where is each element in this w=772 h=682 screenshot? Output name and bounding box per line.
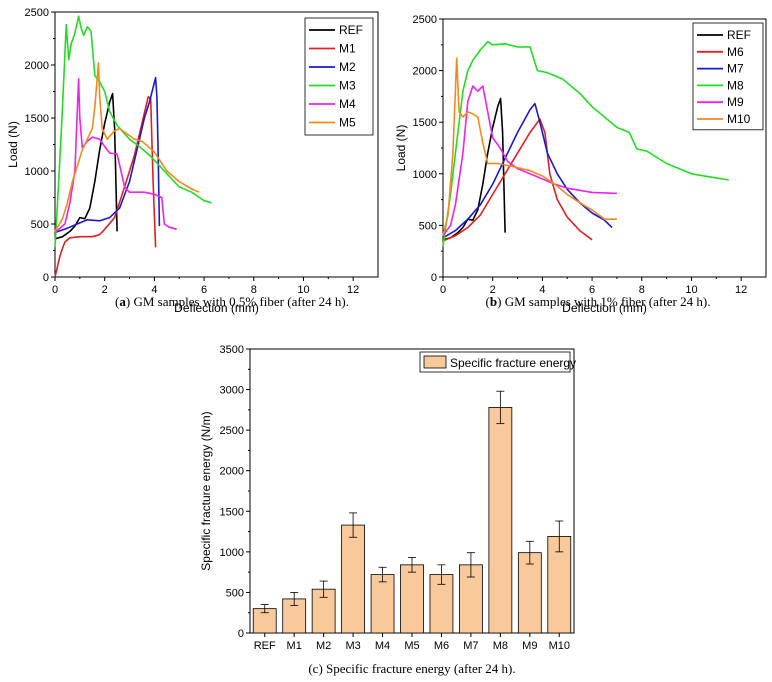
series-line-m8: [442, 40, 729, 247]
y-tick-label: 1000: [220, 547, 244, 559]
y-axis-label: Load (N): [6, 121, 20, 168]
x-tick-label: 4: [151, 284, 157, 296]
legend-label-ref: REF: [727, 28, 751, 42]
bar-m9: [517, 552, 542, 634]
x-tick-label: 4: [539, 284, 545, 296]
y-tick-label: 1500: [25, 113, 49, 125]
series-line-m1: [54, 96, 157, 278]
series-line-m9: [442, 85, 617, 237]
x-tick-label: M5: [404, 640, 419, 652]
y-tick-label: 2000: [25, 60, 49, 72]
legend-swatch: [423, 355, 447, 369]
legend-label-m9: M9: [727, 95, 744, 109]
y-tick-label: 2000: [220, 466, 244, 478]
y-axis-label: Specific fracture energy (N/m): [199, 411, 213, 570]
x-axis-label: Deflection (mm): [562, 301, 647, 315]
x-tick-label: 6: [201, 284, 207, 296]
x-tick-label: M4: [375, 640, 390, 652]
x-tick-label: M2: [316, 640, 331, 652]
legend-label-m1: M1: [339, 42, 356, 56]
y-tick-label: 0: [431, 272, 437, 284]
series-line-m5: [54, 62, 200, 232]
y-tick-label: 2500: [220, 425, 244, 437]
x-tick-label: M7: [463, 640, 478, 652]
y-tick-label: 1000: [25, 166, 49, 178]
legend-box: [419, 351, 571, 373]
x-tick-label: M8: [493, 640, 508, 652]
legend-box: [304, 17, 374, 136]
legend-label-m4: M4: [339, 97, 356, 111]
caption-b: (b) GM samples with 1% fiber (after 24 h…: [486, 294, 711, 309]
y-tick-label: 0: [238, 628, 244, 640]
series-line-m10: [442, 57, 617, 236]
x-tick-label: M10: [549, 640, 570, 652]
chart-b-load-deflection-1-fiber: 0 2 4 6 8 10 12 0 500 1000 1500 2000 2500 Deflection …: [394, 14, 767, 315]
legend-label-m2: M2: [339, 60, 356, 74]
series-line-ref: [442, 97, 506, 241]
y-axis-label: Load (N): [394, 125, 408, 172]
bar-m8: [488, 407, 513, 634]
x-tick-label: 0: [440, 284, 446, 296]
y-tick-label: 2000: [413, 66, 437, 78]
bar-m4: [370, 574, 395, 634]
series-line-m6: [442, 118, 593, 242]
legend-box: [692, 22, 764, 131]
series-line-m4: [54, 78, 177, 234]
series-line-m7: [442, 102, 613, 239]
legend-label-m6: M6: [727, 45, 744, 59]
x-tick-label: 0: [52, 284, 58, 296]
x-tick-label: M6: [434, 640, 449, 652]
series-line-ref: [54, 92, 118, 240]
y-tick-label: 500: [226, 587, 244, 599]
x-axis-label: Deflection (mm): [174, 301, 259, 315]
legend-label-m7: M7: [727, 62, 744, 76]
y-tick-label: 3000: [220, 385, 244, 397]
y-tick-label: 1000: [413, 169, 437, 181]
x-tick-label: 12: [735, 284, 747, 296]
y-tick-label: 2500: [25, 7, 49, 19]
x-tick-label: M3: [345, 640, 360, 652]
y-tick-label: 500: [31, 219, 49, 231]
x-tick-label: 2: [490, 284, 496, 296]
x-tick-label: 2: [102, 284, 108, 296]
x-tick-label: 6: [589, 284, 595, 296]
y-tick-label: 1500: [220, 506, 244, 518]
x-tick-label: M9: [522, 640, 537, 652]
caption-c: (c) Specific fracture energy (after 24 h…: [308, 661, 515, 676]
legend-label-m8: M8: [727, 78, 744, 92]
x-tick-label: 8: [251, 284, 257, 296]
x-tick-label: 12: [347, 284, 359, 296]
legend-label-m3: M3: [339, 79, 356, 93]
series-line-m2: [54, 76, 161, 234]
chart-c-specific-fracture-energy: 0 500 1000 1500 2000 2500 3000 3500 REF M1 M2 M3 M4 M…: [199, 344, 576, 652]
x-tick-label: M1: [287, 640, 302, 652]
x-tick-label: REF: [254, 640, 276, 652]
y-tick-label: 2500: [413, 14, 437, 26]
y-tick-label: 0: [43, 272, 49, 284]
series-line-m3: [54, 15, 212, 248]
chart-a-load-deflection-0-5-fiber: 0 2 4 6 8 10 12 0 500 1000 1500 2000 2500 Deflection …: [6, 7, 379, 315]
y-tick-label: 1500: [413, 117, 437, 129]
caption-a: (a) GM samples with 0.5% fiber (after 24…: [115, 294, 349, 309]
legend-label: Specific fracture energy: [450, 356, 576, 370]
bar-m5: [400, 564, 424, 634]
legend-label-m10: M10: [727, 112, 751, 126]
y-tick-label: 3500: [220, 344, 244, 356]
x-tick-label: 10: [297, 284, 309, 296]
x-tick-label: 8: [639, 284, 645, 296]
legend-label-m5: M5: [339, 116, 356, 130]
y-tick-label: 500: [419, 220, 437, 232]
x-tick-label: 10: [685, 284, 697, 296]
legend-label-ref: REF: [339, 23, 363, 37]
bar-m3: [341, 524, 365, 634]
